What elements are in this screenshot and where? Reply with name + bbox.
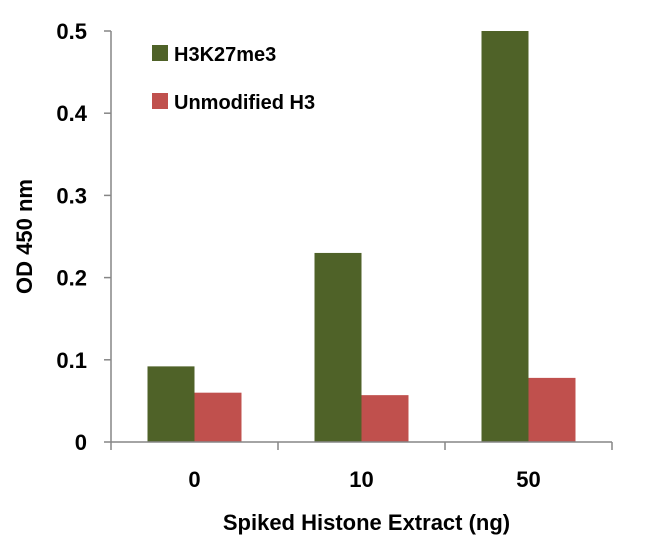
bar-unmodified-h3-10 — [361, 395, 409, 442]
bar-unmodified-h3-0 — [194, 392, 242, 442]
bar-unmodified-h3-50 — [528, 377, 576, 442]
y-tick-label: 0.1 — [56, 348, 87, 373]
y-tick-label: 0.5 — [56, 19, 87, 44]
y-tick-label: 0 — [75, 430, 87, 455]
x-tick-label: 0 — [188, 467, 200, 492]
x-axis-ticks: 0 10 50 — [110, 442, 613, 492]
x-axis-title: Spiked Histone Extract (ng) — [223, 510, 510, 535]
legend-label: H3K27me3 — [174, 44, 276, 66]
y-tick-label: 0.4 — [56, 101, 87, 126]
legend: H3K27me3 Unmodified H3 — [152, 44, 315, 114]
legend-swatch — [152, 93, 168, 109]
bars — [147, 31, 576, 442]
bar-h3k27me3-50 — [481, 31, 529, 442]
y-axis-title: OD 450 nm — [12, 179, 37, 294]
legend-swatch — [152, 45, 168, 61]
bar-h3k27me3-0 — [147, 366, 195, 442]
legend-label: Unmodified H3 — [174, 92, 315, 114]
y-tick-label: 0.2 — [56, 266, 87, 291]
bar-h3k27me3-10 — [314, 252, 362, 442]
x-tick-label: 50 — [516, 467, 540, 492]
y-tick-label: 0.3 — [56, 183, 87, 208]
y-axis-ticks: 0 0.1 0.2 0.3 0.4 0.5 — [56, 19, 111, 455]
x-tick-label: 10 — [349, 467, 373, 492]
